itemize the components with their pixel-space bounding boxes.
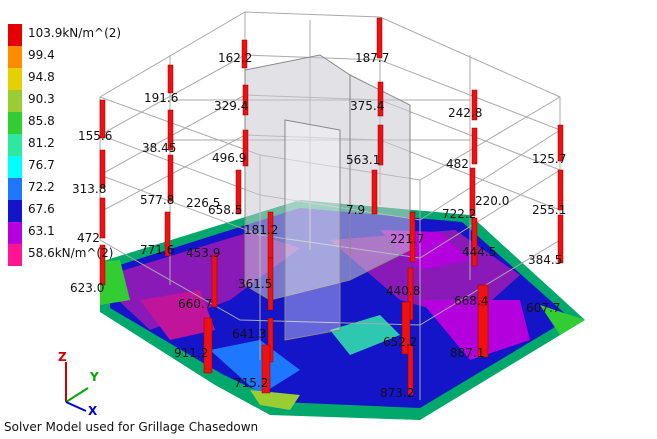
legend-label: 63.1 (28, 224, 55, 238)
legend-label: 90.3 (28, 92, 55, 106)
column-value: 255.1 (532, 203, 566, 217)
column-value: 496.9 (212, 151, 246, 165)
y-axis-label: Y (90, 370, 99, 384)
legend-label: 67.6 (28, 202, 55, 216)
column-value: 7.9 (346, 203, 365, 217)
column-value: 181.2 (244, 223, 278, 237)
column-value: 384.5 (528, 253, 562, 267)
column-value: 329.4 (214, 99, 248, 113)
column-value: 623.0 (70, 281, 104, 295)
column-value: 242.8 (448, 106, 482, 120)
column-value: 771.6 (140, 243, 174, 257)
column-value: 658.5 (208, 203, 242, 217)
column-value: 191.6 (144, 91, 178, 105)
column-value: 187.7 (355, 51, 389, 65)
column-value: 607.7 (526, 301, 560, 315)
status-caption: Solver Model used for Grillage Chasedown (4, 420, 259, 434)
column-value: 440.8 (386, 284, 420, 298)
column-value: 444.5 (462, 245, 496, 259)
legend-swatch (8, 68, 22, 90)
column-value: 652.2 (383, 335, 417, 349)
legend-swatch (8, 134, 22, 156)
legend-label: 85.8 (28, 114, 55, 128)
column-value: 887.1 (450, 346, 484, 360)
column-value: 221.7 (390, 232, 424, 246)
legend-label: 94.8 (28, 70, 55, 84)
legend-label: 81.2 (28, 136, 55, 150)
legend-swatch (8, 244, 22, 266)
column-value: 715.2 (234, 376, 268, 390)
column-value: 313.8 (72, 182, 106, 196)
column-value: 375.4 (350, 99, 384, 113)
axis-triad (65, 362, 89, 412)
legend-swatch (8, 24, 22, 46)
column-value: 722.2 (442, 207, 476, 221)
legend-label: 58.6kN/m^(2) (28, 246, 114, 260)
legend-swatch (8, 178, 22, 200)
column-value: 911.2 (174, 346, 208, 360)
column-value: 668.4 (454, 294, 488, 308)
column-value: 162.2 (218, 51, 252, 65)
legend-swatch (8, 46, 22, 68)
column-value: 361.5 (238, 277, 272, 291)
column-value: 155.6 (78, 129, 112, 143)
legend-label: 76.7 (28, 158, 55, 172)
column-value: 482 (446, 157, 469, 171)
legend-label: 99.4 (28, 48, 55, 62)
column-value: 220.0 (475, 194, 509, 208)
legend-swatch (8, 112, 22, 134)
column-value: 641.3 (232, 327, 266, 341)
z-axis-label: Z (58, 350, 67, 364)
column-force-bars (99, 17, 564, 396)
column-value: 125.7 (532, 152, 566, 166)
column-value: 563.1 (346, 153, 380, 167)
column-value: 873.2 (380, 386, 414, 400)
legend-label: 72.2 (28, 180, 55, 194)
legend-swatch (8, 90, 22, 112)
column-value-labels: 162.2 187.7 191.6 329.4 375.4 242.8 155.… (70, 51, 566, 400)
column-value: 38.45 (142, 141, 176, 155)
column-value: 577.8 (140, 193, 174, 207)
legend-swatch (8, 156, 22, 178)
x-axis-label: X (88, 404, 98, 418)
column-value: 660.7 (178, 297, 212, 311)
column-value: 453.9 (186, 246, 220, 260)
legend-label: 103.9kN/m^(2) (28, 26, 122, 40)
column-value: 472 (77, 231, 100, 245)
legend-swatch (8, 200, 22, 222)
legend-swatch (8, 222, 22, 244)
column-value: 226.5 (186, 196, 220, 210)
